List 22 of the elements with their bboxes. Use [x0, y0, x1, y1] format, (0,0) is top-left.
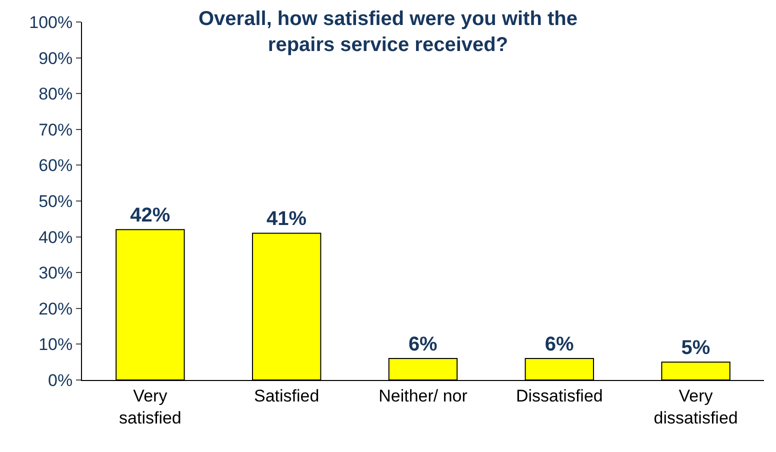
y-tick-label: 50%: [38, 192, 73, 211]
data-label: 42%: [130, 204, 170, 227]
data-label: 5%: [681, 337, 710, 360]
chart-title: Overall, how satisfied were you with the repairs service received?: [198, 8, 578, 56]
y-tick-label: 10%: [38, 335, 73, 354]
y-tick-label: 40%: [38, 228, 73, 247]
data-label: 6%: [544, 334, 574, 356]
data-label: 41%: [266, 208, 307, 230]
x-tick-label: Very dissatisfied: [654, 386, 738, 428]
y-tick-label: 60%: [38, 156, 73, 176]
x-tick-label: Dissatisfied: [516, 386, 603, 406]
y-tick-label: 90%: [38, 48, 73, 68]
y-tick-label: 100%: [29, 12, 73, 32]
x-tick-label: Very satisfied: [119, 386, 182, 428]
x-tick-label: Neither/ nor: [378, 386, 468, 406]
y-tick-label: 0%: [48, 370, 73, 390]
data-label: 6%: [408, 334, 438, 356]
x-tick-label: Satisfied: [254, 386, 320, 406]
y-tick-label: 80%: [38, 84, 73, 104]
y-tick-label: 20%: [38, 299, 73, 318]
y-tick-label: 70%: [38, 120, 73, 140]
y-tick-label: 30%: [38, 264, 73, 283]
